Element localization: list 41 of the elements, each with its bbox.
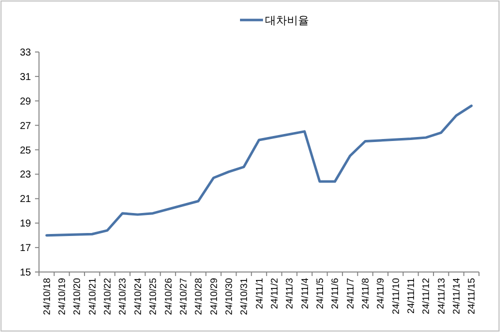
x-tick-label: 24/11/8: [360, 278, 372, 309]
x-tick-label: 24/11/7: [345, 278, 356, 309]
x-tick-label: 24/11/3: [284, 278, 296, 309]
y-tick-label: 31: [20, 72, 32, 83]
y-tick-label: 25: [20, 145, 32, 156]
legend-label: 대차비율: [265, 15, 309, 27]
x-tick-label: 24/10/18: [42, 278, 53, 315]
x-tick-label: 24/11/6: [330, 278, 342, 309]
y-tick-label: 27: [20, 120, 32, 132]
x-tick-label: 24/10/30: [224, 278, 235, 315]
x-tick-label: 24/11/5: [314, 278, 326, 309]
x-tick-label: 24/10/24: [132, 278, 144, 315]
x-tick-label: 24/10/23: [118, 278, 129, 315]
x-tick-label: 24/11/4: [300, 278, 311, 309]
x-tick-label: 24/11/1: [254, 278, 266, 309]
x-tick-label: 24/11/10: [390, 278, 402, 314]
y-tick-label: 21: [20, 194, 32, 206]
legend: 대차비율: [240, 15, 309, 27]
x-tick-label: 24/10/29: [208, 278, 220, 315]
x-tick-label: 24/11/9: [376, 278, 387, 309]
y-tick-label: 23: [20, 170, 32, 181]
x-tick-label: 24/11/12: [421, 278, 432, 314]
x-tick-label: 24/11/15: [466, 278, 478, 314]
y-tick-label: 33: [20, 48, 32, 58]
y-tick-label: 15: [20, 268, 32, 278]
x-tick-label: 24/10/28: [194, 278, 205, 315]
y-tick-label: 19: [20, 218, 32, 230]
x-tick-label: 24/10/27: [178, 278, 190, 315]
x-tick-label: 24/11/14: [452, 278, 463, 314]
x-tick-label: 24/10/20: [72, 278, 84, 315]
x-tick-label: 24/10/19: [57, 278, 68, 315]
x-tick-label: 24/11/11: [406, 278, 418, 314]
x-tick-label: 24/10/25: [148, 278, 160, 315]
y-tick-label: 17: [20, 243, 32, 254]
x-tick-label: 24/10/31: [239, 278, 250, 315]
x-tick-label: 24/10/22: [102, 278, 114, 315]
x-tick-label: 24/10/26: [163, 278, 174, 315]
x-tick-label: 24/10/21: [87, 278, 98, 315]
y-tick-label: 29: [20, 96, 32, 108]
x-tick-label: 24/11/13: [436, 278, 448, 314]
x-tick-label: 24/11/2: [269, 278, 280, 309]
